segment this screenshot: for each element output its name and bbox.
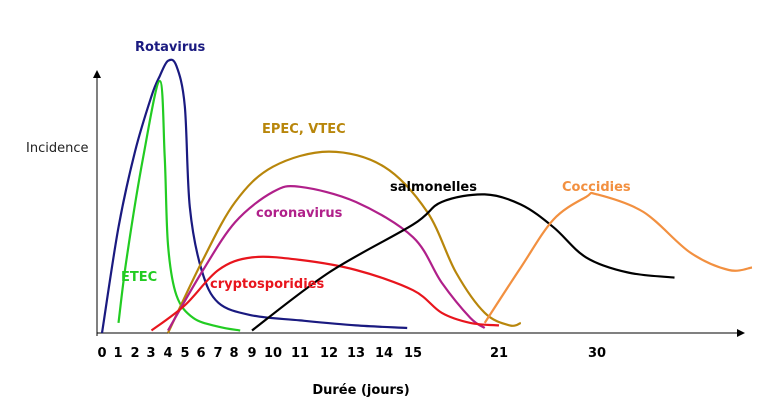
x-tick-label: 1	[113, 346, 122, 361]
series-line-coccidies	[483, 191, 753, 324]
x-tick-label: 5	[180, 346, 189, 361]
x-tick-label: 6	[196, 346, 205, 361]
x-tick-label: 15	[404, 346, 422, 361]
series-line-coronavirus	[167, 184, 486, 332]
series-label-coccidies: Coccidies	[562, 180, 631, 195]
x-tick-label: 0	[97, 346, 106, 361]
x-tick-label: 30	[588, 346, 606, 361]
series-label-coronavirus: coronavirus	[256, 206, 343, 221]
y-axis-label: Incidence	[26, 141, 88, 156]
series-label-epec-vtec: EPEC, VTEC	[262, 122, 346, 137]
x-tick-label: 9	[247, 346, 256, 361]
x-tick-label: 21	[490, 346, 508, 361]
x-tick-label: 3	[146, 346, 155, 361]
x-tick-label: 12	[320, 346, 338, 361]
series-label-cryptosporidies: cryptosporidies	[210, 277, 324, 292]
series-line-cryptosporidies	[150, 255, 500, 332]
x-tick-label: 11	[291, 346, 309, 361]
series-label-etec: ETEC	[121, 270, 157, 285]
series-line-epec-vtec	[167, 150, 522, 334]
x-tick-label: 7	[213, 346, 222, 361]
x-tick-label: 2	[130, 346, 139, 361]
series-line-salmonelles	[251, 193, 675, 332]
series-label-rotavirus: Rotavirus	[135, 40, 206, 55]
series-line-rotavirus	[100, 58, 408, 334]
x-tick-label: 14	[375, 346, 393, 361]
x-axis-label: Durée (jours)	[312, 383, 409, 398]
x-tick-label: 13	[347, 346, 365, 361]
series-line-etec	[117, 79, 241, 332]
x-tick-label: 8	[229, 346, 238, 361]
x-tick-label: 10	[264, 346, 282, 361]
x-tick-label: 4	[163, 346, 172, 361]
series-label-salmonelles: salmonelles	[390, 180, 477, 195]
